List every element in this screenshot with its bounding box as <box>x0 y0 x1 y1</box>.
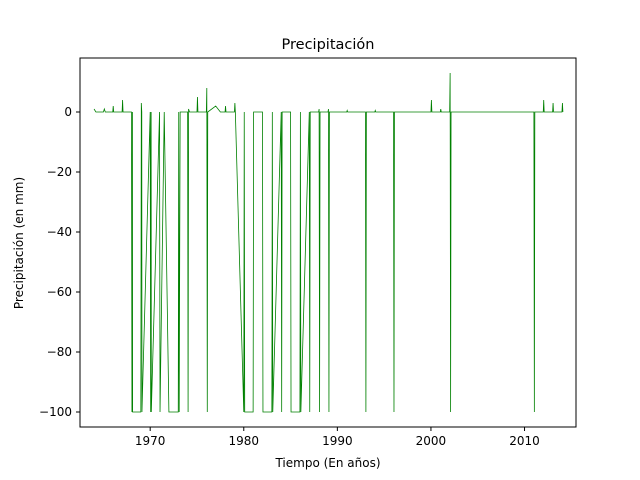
series-line <box>93 72 564 413</box>
data-series <box>93 72 564 413</box>
x-axis-label: Tiempo (En años) <box>274 456 380 470</box>
x-tick-label: 2010 <box>509 434 540 448</box>
y-tick-label: −40 <box>47 225 72 239</box>
x-tick-label: 2000 <box>416 434 447 448</box>
y-tick-label: −20 <box>47 165 72 179</box>
y-axis-label: Precipitación (en mm) <box>12 177 26 309</box>
plot-area-frame <box>79 57 577 428</box>
x-tick-label: 1990 <box>322 434 353 448</box>
x-tick-label: 1980 <box>229 434 260 448</box>
chart-title: Precipitación <box>282 37 375 53</box>
y-axis: 0 −20 −40 −60 −80 −100 <box>39 105 80 419</box>
y-tick-label: 0 <box>64 105 72 119</box>
y-tick-label: −80 <box>47 345 72 359</box>
x-axis: 1970 1980 1990 2000 2010 <box>135 427 540 448</box>
y-tick-label: −60 <box>47 285 72 299</box>
y-tick-label: −100 <box>39 405 72 419</box>
x-tick-label: 1970 <box>135 434 166 448</box>
